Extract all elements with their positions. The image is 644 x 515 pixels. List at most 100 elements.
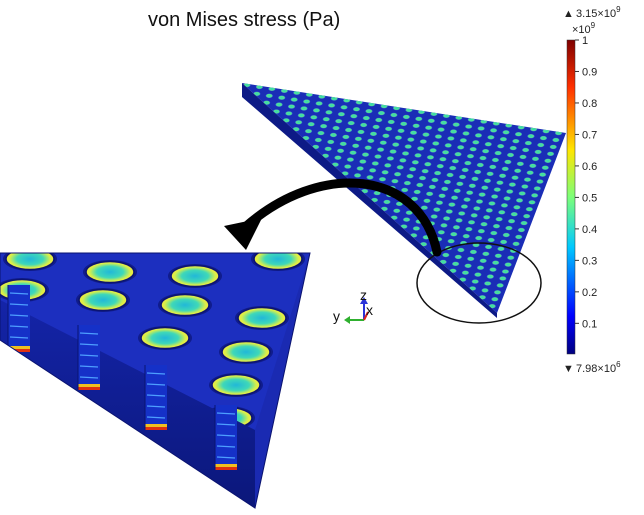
plate-hole — [492, 223, 501, 229]
plate-hole — [484, 142, 492, 147]
plate-hole — [354, 136, 362, 142]
colorbar-max-marker: ▲ — [563, 8, 574, 20]
plate-hole — [529, 163, 537, 168]
plate-hole — [457, 247, 465, 253]
plate-hole — [312, 108, 321, 113]
plate-hole — [441, 150, 450, 155]
plate-hole — [474, 133, 483, 138]
plate-hole — [426, 155, 435, 160]
plate-hole — [496, 180, 504, 185]
plate-hole — [511, 278, 519, 283]
plate-hole — [508, 182, 516, 187]
plate-hole — [491, 157, 500, 163]
plate-hole — [489, 267, 497, 272]
stress-band — [79, 365, 99, 368]
hot-spot-core — [78, 387, 100, 390]
plate-hole — [393, 208, 401, 213]
plate-hole — [339, 141, 347, 147]
plate-hole — [511, 175, 519, 180]
plate-hole — [265, 93, 273, 98]
plate-hole — [386, 156, 395, 161]
plate-hole — [469, 249, 477, 255]
plate-hole — [361, 152, 370, 157]
hot-spot-core — [8, 349, 30, 352]
plate-hole — [495, 217, 503, 222]
plate-hole — [443, 216, 451, 221]
axis-x-label: x — [366, 302, 373, 318]
cross-section-column — [215, 405, 237, 470]
plate-hole — [337, 112, 345, 117]
plate-hole — [383, 199, 391, 205]
plate-hole — [502, 130, 510, 135]
plate-hole — [482, 148, 490, 154]
stress-band — [79, 343, 99, 346]
plate-hole — [552, 137, 560, 143]
plate-hole — [470, 213, 478, 218]
plate-hole — [366, 175, 374, 180]
plate-hole — [464, 160, 472, 166]
stress-band — [146, 383, 166, 386]
plate-hole — [471, 279, 479, 284]
plate-hole — [514, 271, 522, 276]
plate-hole — [500, 239, 508, 245]
stress-band — [216, 423, 236, 426]
plate-hole — [343, 98, 351, 103]
plate-hole — [400, 121, 408, 127]
plate-hole — [492, 121, 500, 126]
plate-hole — [318, 94, 326, 99]
plate-hole — [392, 105, 401, 111]
plate-hole — [342, 134, 350, 140]
zoom-detail — [0, 252, 311, 509]
plate-hole — [504, 262, 512, 267]
plate-hole — [487, 135, 495, 140]
plate-hole — [368, 102, 376, 107]
colorbar: ▲ 3.15×109 ×109 1 0.9 0.8 0.7 0.6 0.5 0.4 0.3 0.… — [563, 5, 621, 375]
colorbar-tick-label: 0.6 — [582, 161, 597, 173]
plate-hole — [450, 195, 459, 200]
plate-hole — [344, 127, 353, 133]
plate-hole — [527, 133, 535, 139]
plate-hole — [480, 222, 488, 227]
plate-hole — [516, 264, 525, 269]
plate-hole — [412, 226, 420, 231]
plate-hole — [402, 114, 410, 120]
plate-hole — [496, 283, 504, 288]
plate-hole — [491, 194, 499, 199]
plate-hole — [523, 213, 531, 219]
plate-hole — [486, 274, 494, 279]
detail-hole — [160, 293, 210, 317]
plate-hole — [467, 117, 475, 122]
plate-hole — [491, 297, 499, 302]
plate-hole — [513, 205, 521, 210]
plate-hole — [530, 229, 538, 235]
plate-hole — [466, 190, 474, 195]
plate-hole — [377, 110, 386, 116]
plate-hole — [522, 147, 530, 153]
plate-hole — [443, 179, 452, 185]
plate-hole — [484, 244, 493, 250]
plate-hole — [461, 167, 469, 173]
detail-cross-sections — [7, 285, 237, 470]
plate-hole — [544, 158, 552, 163]
plate-hole — [412, 123, 420, 128]
plate-hole — [324, 146, 332, 152]
plate-hole — [535, 215, 543, 221]
plate-hole — [442, 113, 450, 118]
stress-band — [216, 434, 236, 437]
plate-hole — [559, 153, 566, 158]
plate-hole — [356, 166, 364, 171]
plate-hole — [414, 153, 422, 158]
plate-hole — [394, 135, 402, 140]
plate-hole — [255, 84, 264, 90]
plate-hole — [517, 227, 525, 233]
plate-hole — [501, 166, 509, 172]
cross-section-column — [78, 325, 100, 390]
plate-hole — [475, 199, 484, 204]
plate-hole — [327, 103, 336, 108]
plate-hole — [483, 215, 491, 220]
plate-hole — [453, 188, 461, 193]
plate-hole — [268, 86, 276, 92]
plate-hole — [548, 181, 557, 186]
plate-hole — [503, 196, 511, 201]
plate-hole — [463, 197, 471, 202]
